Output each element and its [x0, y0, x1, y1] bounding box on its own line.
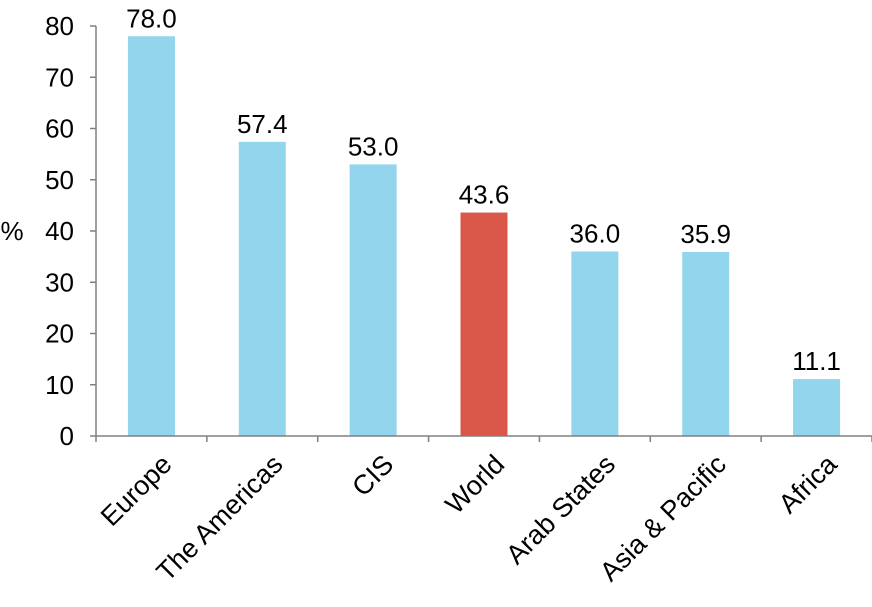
bars-group [127, 36, 841, 436]
bar-value-label: 78.0 [126, 3, 177, 33]
bar [349, 164, 397, 436]
y-tick-label: 60 [45, 114, 74, 144]
y-tick-label: 80 [45, 11, 74, 41]
bar [682, 252, 730, 436]
y-tick-label: 50 [45, 165, 74, 195]
bar-value-label: 11.1 [792, 346, 841, 376]
bar-value-label: 36.0 [570, 219, 621, 249]
y-tick-label: 20 [45, 319, 74, 349]
y-tick-label: 70 [45, 62, 74, 92]
bar [793, 379, 841, 436]
bar [571, 251, 619, 436]
bar-value-label: 53.0 [348, 131, 399, 161]
bar [460, 212, 508, 436]
bar-value-label: 57.4 [237, 109, 288, 139]
bar [127, 36, 175, 436]
bar-value-label: 43.6 [459, 180, 510, 210]
y-axis: 0 10 20 30 40 50 60 70 80 [45, 11, 97, 451]
bar-value-label: 35.9 [680, 219, 731, 249]
y-tick-label: 40 [45, 216, 74, 246]
category-label: World [440, 449, 511, 520]
category-label: Europe [95, 449, 178, 532]
y-axis-title: % [0, 216, 23, 246]
data-labels-group: 78.0 57.4 53.0 43.6 36.0 35.9 11.1 [126, 3, 841, 376]
x-axis [95, 435, 872, 442]
y-tick-label: 10 [45, 370, 74, 400]
category-label: CIS [346, 449, 399, 502]
y-tick-label: 0 [60, 421, 74, 451]
bar [238, 141, 286, 436]
y-tick-label: 30 [45, 267, 74, 297]
category-label: Arab States [500, 449, 621, 570]
category-label: Africa [773, 448, 844, 519]
